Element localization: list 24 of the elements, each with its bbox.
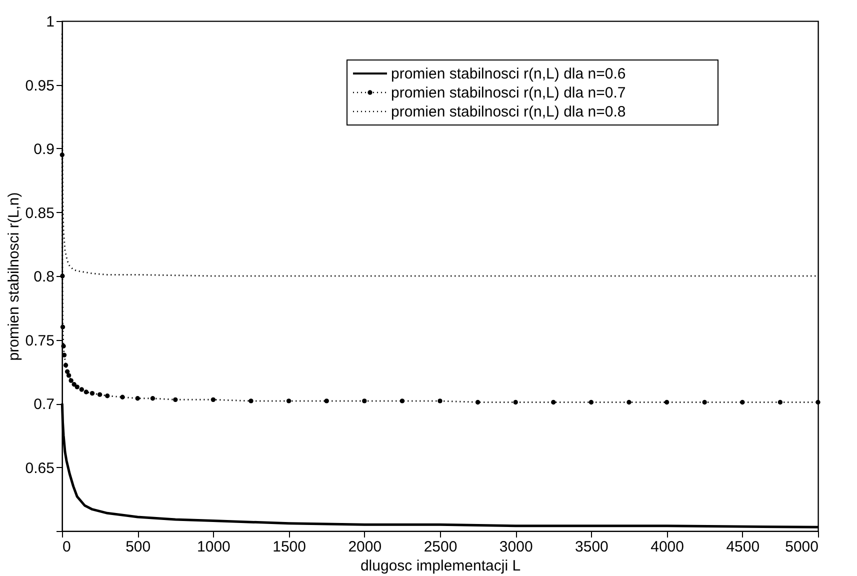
legend-label: promien stabilnosci r(n,L) dla n=0.8 xyxy=(391,104,626,120)
legend-label: promien stabilnosci r(n,L) dla n=0.6 xyxy=(391,66,626,82)
x-axis-title: dlugosc implementacji L xyxy=(360,558,521,574)
x-tick-label: 3000 xyxy=(499,538,533,556)
y-tick-label: 1 xyxy=(46,14,54,30)
y-tick-label: 0.85 xyxy=(25,204,54,222)
x-tick-label: 2000 xyxy=(348,538,382,556)
y-tick-label: 0.75 xyxy=(25,332,54,350)
x-tick-label: 3500 xyxy=(575,538,608,556)
y-tick-label: 0.95 xyxy=(25,77,54,94)
x-tick-label: 4500 xyxy=(726,538,760,556)
x-tick-label: 1500 xyxy=(272,538,306,556)
x-tick-label: 500 xyxy=(126,538,151,556)
x-tick-label: 4000 xyxy=(650,538,684,556)
x-tick-label: 0 xyxy=(62,538,71,556)
y-axis-title: promien stabilnosci r(L,n) xyxy=(5,192,22,361)
x-tick-label: 2500 xyxy=(424,538,458,556)
legend-label: promien stabilnosci r(n,L) dla n=0.7 xyxy=(391,84,626,102)
y-tick-label: 0.8 xyxy=(34,268,54,286)
x-tick-label: 1000 xyxy=(197,538,230,556)
y-tick-label: 0.7 xyxy=(34,396,54,413)
y-tick-label: 0.65 xyxy=(25,460,54,477)
y-tick-label: 0.9 xyxy=(34,141,54,158)
x-tick-label: 5000 xyxy=(785,538,818,556)
